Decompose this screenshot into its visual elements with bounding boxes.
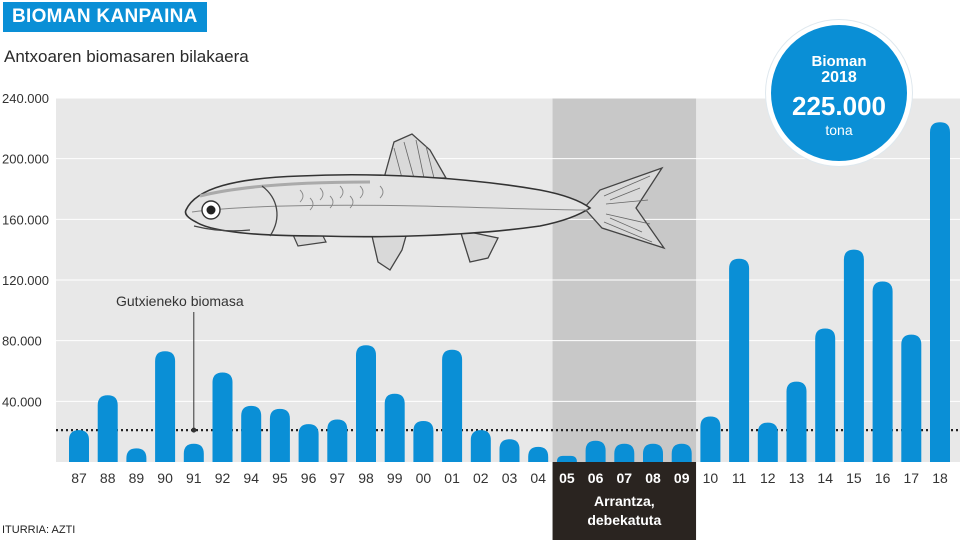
x-tick-label: 00 [416,470,432,486]
fishing-ban-label-line2: debekatuta [587,512,661,528]
minimum-biomass-marker [191,427,197,433]
bar-15 [843,249,864,462]
badge-line1: Bioman [811,53,867,70]
anchovy-icon [184,133,666,271]
badge-unit: tona [825,122,853,138]
x-tick-label: 07 [617,470,633,486]
bar-16 [872,281,893,462]
x-tick-label: 01 [444,470,460,486]
x-tick-label: 17 [904,470,920,486]
x-tick-label: 13 [789,470,805,486]
x-tick-label: 97 [330,470,346,486]
x-tick-label: 14 [817,470,833,486]
bar-00 [413,421,434,462]
badge-year: 2018 [821,69,857,86]
bar-10 [700,416,721,462]
fishing-ban-label-line1: Arrantza, [594,493,655,509]
x-tick-label: 91 [186,470,202,486]
bar-11 [729,258,750,462]
x-tick-label: 98 [358,470,374,486]
x-tick-label: 15 [846,470,862,486]
bar-09 [671,443,692,462]
bar-17 [901,334,922,462]
bar-13 [786,381,807,462]
x-tick-label: 90 [157,470,173,486]
fishing-ban-label-box [552,462,697,540]
y-tick-label: 240.000 [2,91,49,106]
x-tick-label: 08 [645,470,661,486]
bar-14 [815,328,836,462]
bar-08 [643,443,663,462]
bar-89 [126,448,147,462]
bar-90 [155,351,176,462]
bar-18 [930,122,950,463]
y-tick-label: 120.000 [2,273,49,288]
bars [69,122,950,463]
bar-07 [614,443,635,462]
x-tick-label: 03 [502,470,518,486]
bioman-2018-badge: Bioman 2018 225.000 tona [766,20,912,166]
y-tick-label: 160.000 [2,212,49,227]
x-tick-label: 89 [129,470,145,486]
bar-88 [97,395,118,462]
y-axis-ticks: 40.000 80.000 120.000 160.000 200.000 240.000 [2,91,49,409]
x-tick-label: 05 [559,470,575,486]
bar-95 [269,408,290,462]
bar-96 [298,424,319,462]
x-tick-label: 99 [387,470,403,486]
x-tick-label: 94 [243,470,259,486]
chart-title: BIOMAN KANPAINA [3,2,207,32]
minimum-biomass-label: Gutxieneko biomasa [116,293,244,309]
bar-94 [241,405,262,462]
source-note: ITURRIA: AZTI [2,524,76,536]
y-tick-label: 200.000 [2,152,49,167]
bar-97 [327,419,348,462]
x-tick-label: 16 [875,470,891,486]
y-tick-label: 40.000 [2,394,42,409]
bar-91 [183,443,204,462]
bar-06 [585,440,606,462]
bar-01 [442,349,463,462]
x-tick-label: 02 [473,470,489,486]
x-tick-label: 87 [71,470,87,486]
badge-value: 225.000 [792,91,886,121]
bar-98 [356,345,376,462]
bar-05 [556,455,577,462]
x-tick-label: 18 [932,470,948,486]
x-tick-label: 04 [530,470,546,486]
x-tick-label: 96 [301,470,317,486]
x-tick-label: 10 [703,470,719,486]
bar-12 [757,422,778,462]
x-tick-label: 09 [674,470,690,486]
bar-02 [470,430,491,462]
x-tick-label: 12 [760,470,776,486]
y-tick-label: 80.000 [2,334,42,349]
x-tick-label: 06 [588,470,604,486]
chart-subtitle: Antxoaren biomasaren bilakaera [4,47,249,66]
bar-04 [528,446,549,462]
bar-92 [212,372,233,462]
bar-99 [384,393,405,462]
bar-03 [499,439,520,462]
bar-87 [69,430,89,462]
x-tick-label: 92 [215,470,231,486]
x-tick-label: 11 [732,470,747,486]
x-tick-label: 88 [100,470,116,486]
x-axis-ticks: 87 88 89 90 91 92 94 95 96 97 98 99 00 01 02 03 04 05 06 07… [71,470,948,486]
x-tick-label: 95 [272,470,288,486]
